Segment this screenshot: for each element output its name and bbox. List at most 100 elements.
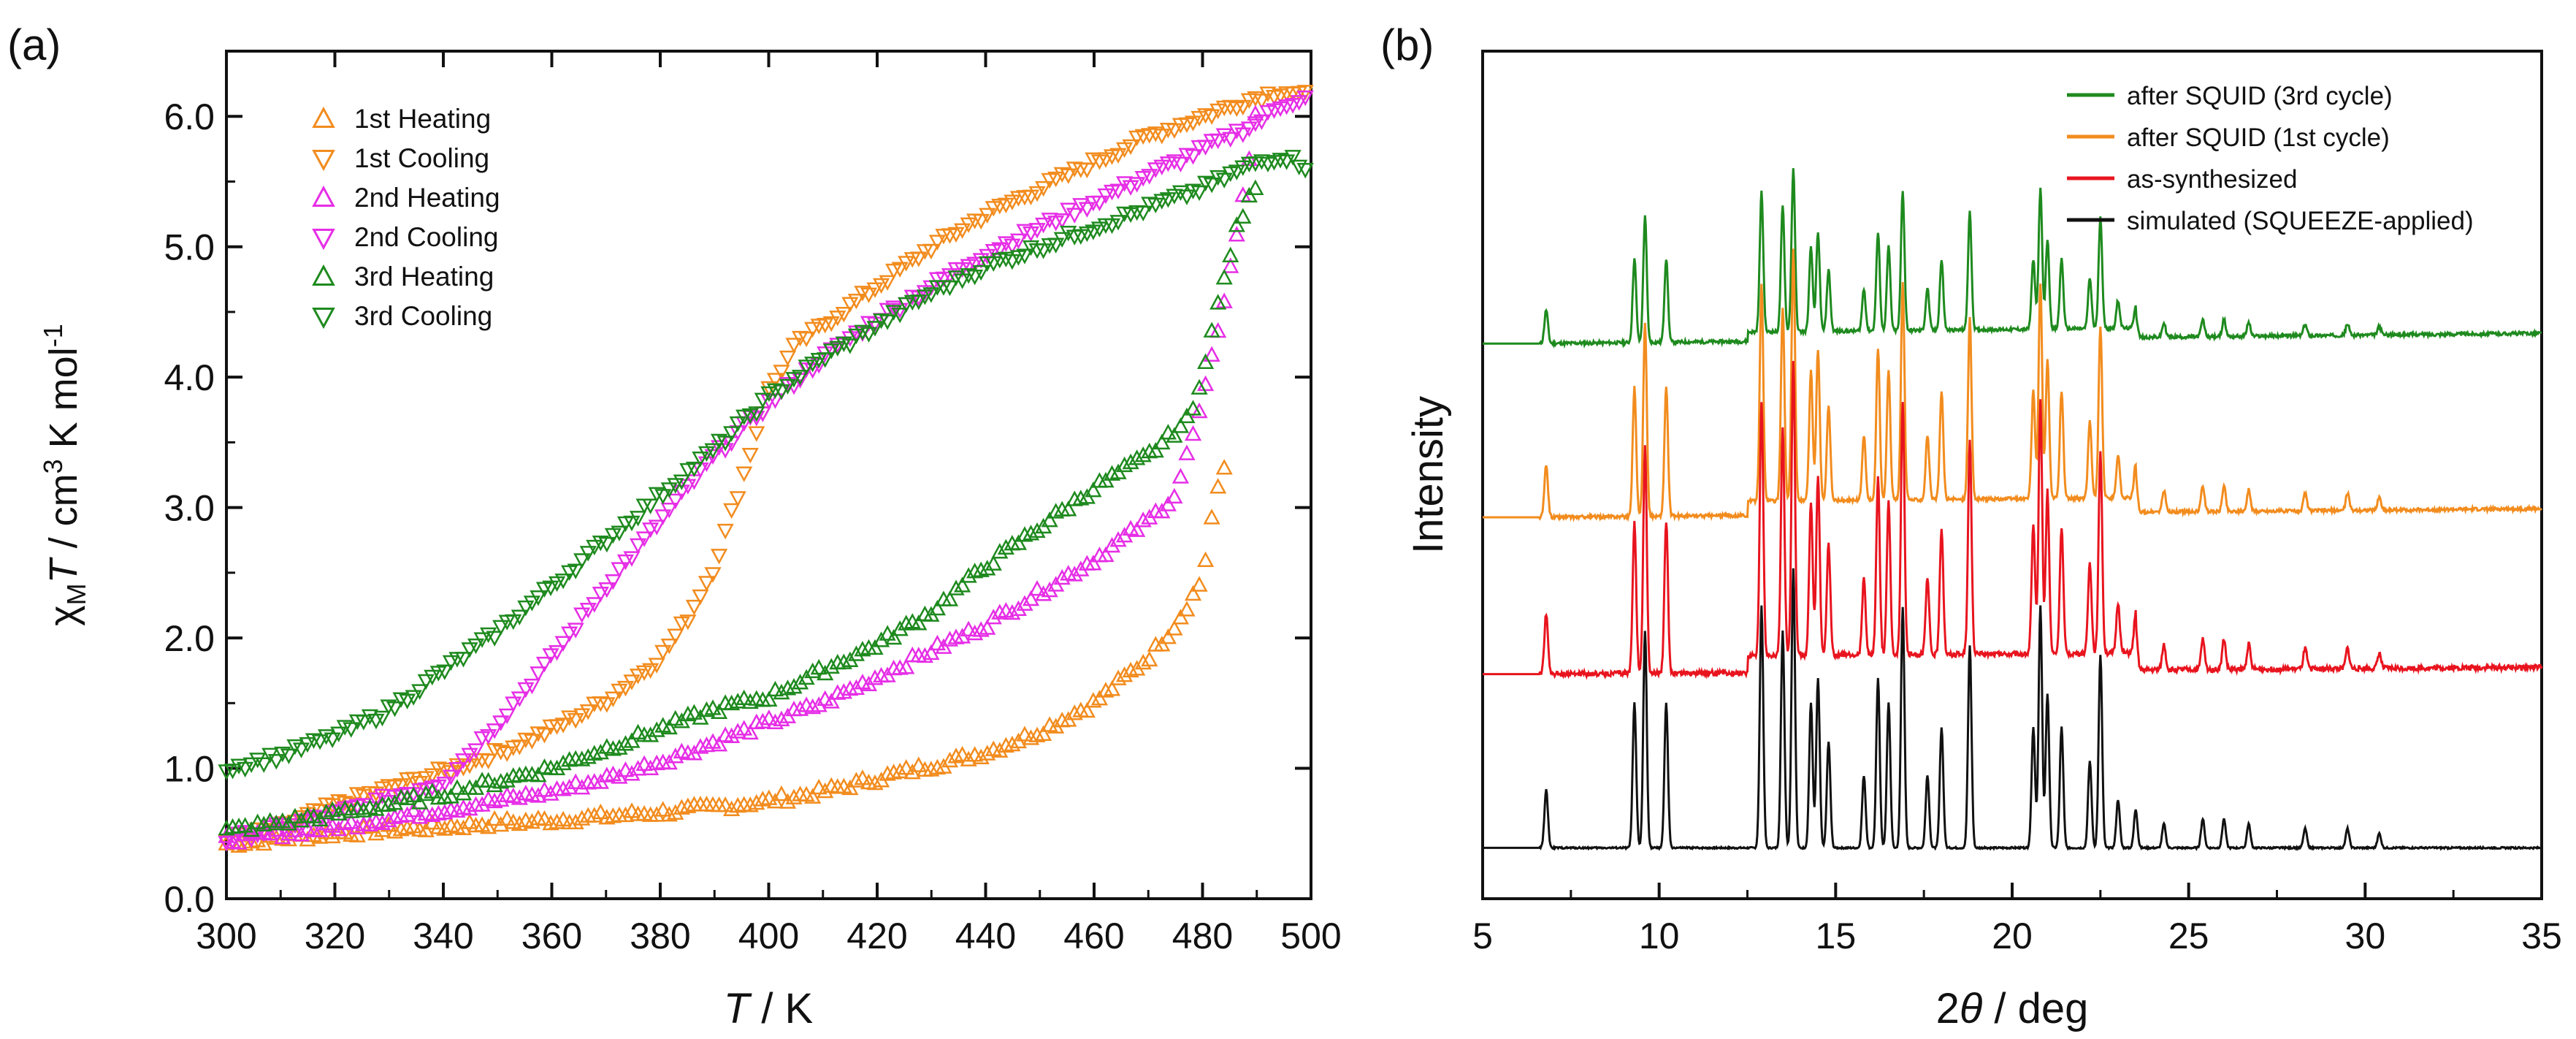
data-point xyxy=(616,761,635,777)
data-point xyxy=(223,764,242,780)
data-point xyxy=(1253,154,1271,170)
data-point xyxy=(461,813,478,829)
data-point xyxy=(511,739,528,756)
data-point xyxy=(716,523,734,540)
data-point xyxy=(891,308,909,324)
data-point xyxy=(523,678,540,695)
data-point xyxy=(1066,208,1083,224)
data-point xyxy=(941,590,959,606)
data-point xyxy=(879,275,896,291)
data-point xyxy=(979,745,996,761)
data-point xyxy=(960,750,977,766)
data-point xyxy=(635,755,653,771)
data-point xyxy=(854,286,871,302)
panel-a-y-axis-label: χMT / cm3 K mol-1 xyxy=(38,324,91,625)
panel-b: (b) 5 10 15 20 25 30 35 after SQUID (3rd cycle… xyxy=(1380,20,2562,1032)
data-point xyxy=(660,718,678,735)
data-point xyxy=(1172,417,1190,433)
data-point xyxy=(442,788,459,804)
panel-b-x-axis-label: 2θ / deg xyxy=(1936,985,2089,1032)
data-point xyxy=(1272,153,1289,169)
data-point xyxy=(766,713,784,730)
data-point xyxy=(1172,468,1190,484)
data-point xyxy=(1184,115,1202,132)
data-point xyxy=(704,443,722,460)
data-point xyxy=(623,515,641,532)
data-point xyxy=(629,669,647,685)
data-point xyxy=(561,710,578,726)
data-point xyxy=(866,321,884,337)
data-point xyxy=(1016,595,1033,611)
data-point xyxy=(1203,509,1220,525)
data-point xyxy=(941,280,959,297)
data-point xyxy=(573,779,591,795)
legend-marker-icon xyxy=(312,229,335,251)
data-point xyxy=(1215,128,1233,144)
data-point xyxy=(1066,704,1083,720)
data-point xyxy=(922,644,940,661)
data-point xyxy=(1034,725,1052,742)
data-point xyxy=(1196,353,1215,369)
data-point xyxy=(1078,202,1096,218)
data-point xyxy=(1134,205,1152,222)
legend-label: 1st Heating xyxy=(354,104,491,134)
data-point xyxy=(960,567,977,583)
data-point xyxy=(953,273,971,289)
data-point xyxy=(991,742,1009,758)
x-tick-label: 440 xyxy=(955,916,1016,956)
data-point xyxy=(660,806,678,822)
data-point xyxy=(492,772,510,789)
data-point xyxy=(1178,148,1196,164)
data-point xyxy=(735,466,753,482)
data-point xyxy=(741,447,759,464)
data-point xyxy=(1128,521,1146,537)
data-point xyxy=(442,769,459,785)
data-point xyxy=(1090,221,1109,237)
data-point xyxy=(860,287,878,303)
x-tick-label: 20 xyxy=(1992,916,2033,956)
data-point xyxy=(1153,129,1171,145)
data-point xyxy=(898,614,915,631)
xrd-pattern-line xyxy=(1483,568,2542,851)
data-point xyxy=(804,698,822,715)
y-tick-label: 6.0 xyxy=(164,96,215,137)
data-point xyxy=(480,818,497,834)
data-point xyxy=(242,757,260,773)
data-point xyxy=(754,392,771,408)
data-point xyxy=(286,807,304,824)
data-point xyxy=(879,765,896,781)
data-point xyxy=(592,803,609,820)
data-point xyxy=(1215,172,1233,189)
data-point xyxy=(417,821,435,837)
data-point xyxy=(623,732,641,748)
data-point xyxy=(716,443,734,459)
data-point xyxy=(1078,701,1096,718)
data-point xyxy=(1147,126,1164,142)
data-point xyxy=(367,800,385,816)
data-point xyxy=(386,808,404,824)
panel-b-patterns xyxy=(1483,168,2543,851)
data-point xyxy=(611,562,628,578)
data-point xyxy=(436,664,454,680)
data-point xyxy=(1190,576,1208,592)
data-point xyxy=(866,774,884,791)
data-point xyxy=(1184,400,1202,416)
data-point xyxy=(1041,213,1058,229)
data-point xyxy=(461,747,478,764)
data-point xyxy=(773,683,790,700)
data-point xyxy=(1209,478,1227,494)
data-point xyxy=(405,786,422,802)
data-point xyxy=(611,739,628,755)
data-point xyxy=(854,641,871,657)
data-point xyxy=(1234,99,1252,116)
legend-label: after SQUID (1st cycle) xyxy=(2127,123,2390,152)
data-point xyxy=(804,662,822,679)
data-point xyxy=(866,316,884,332)
data-point xyxy=(1222,132,1239,148)
data-point xyxy=(985,609,1002,625)
data-point xyxy=(1004,238,1021,254)
data-point xyxy=(448,758,466,775)
x-tick-label: 320 xyxy=(305,916,365,956)
data-point xyxy=(324,817,341,833)
data-point xyxy=(567,623,584,639)
